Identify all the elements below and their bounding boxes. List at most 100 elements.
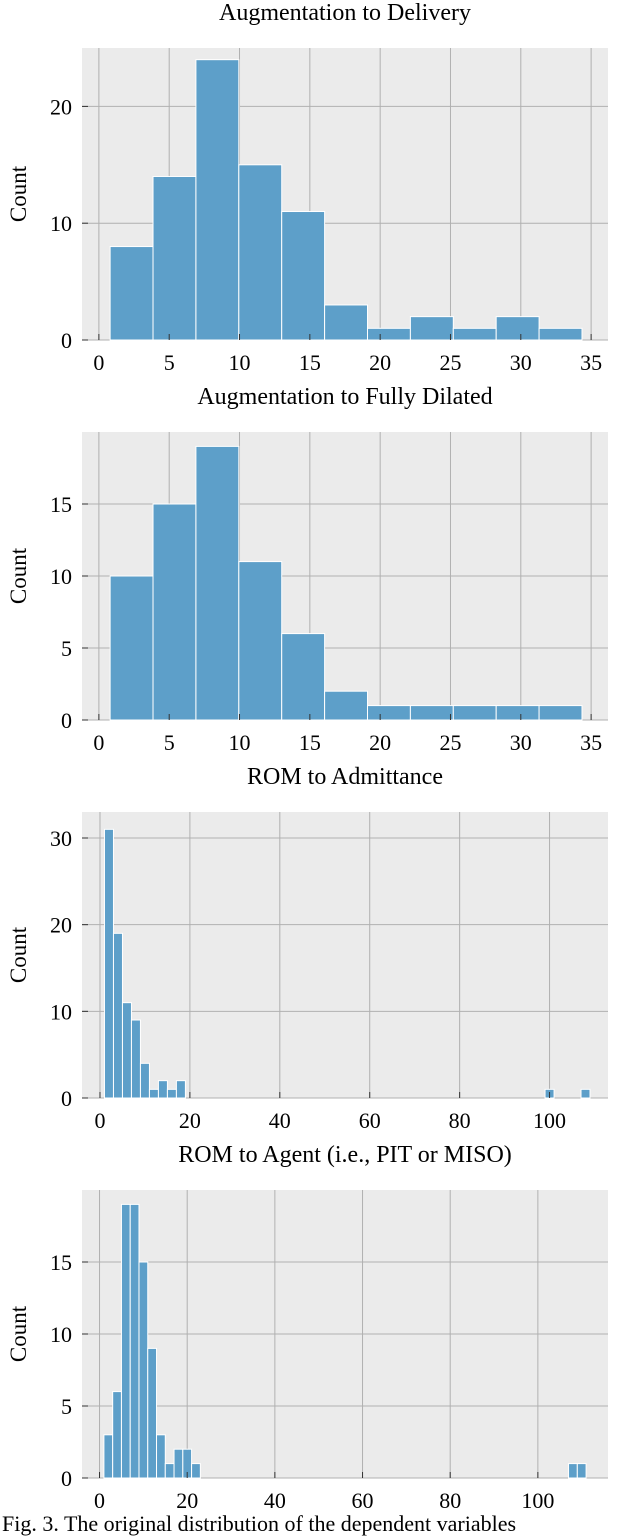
histogram-bar [538, 705, 583, 721]
histogram-bar [166, 1088, 177, 1099]
histogram-bar [112, 932, 123, 1099]
x-tick-label: 20 [179, 1108, 201, 1133]
chart-title: Augmentation to Delivery [219, 0, 471, 26]
y-tick-label: 5 [61, 636, 72, 661]
histogram-bar [495, 316, 540, 341]
y-tick-label: 15 [50, 492, 72, 517]
y-tick-label: 10 [50, 999, 72, 1024]
y-tick-label: 20 [50, 913, 72, 938]
histogram-bar [112, 1391, 122, 1479]
histogram-bar [409, 705, 454, 721]
y-axis-label: Count [6, 1305, 31, 1362]
histogram-bar [103, 1434, 114, 1479]
x-tick-label: 20 [369, 350, 391, 375]
x-tick-label: 30 [510, 350, 532, 375]
x-tick-label: 100 [521, 1488, 554, 1513]
histogram-bar [195, 59, 240, 341]
chart-panel-3: 0 20 40 60 80 100 0 10 20 30 ROM to Admittance Coun… [6, 764, 608, 1133]
x-tick-label: 100 [533, 1108, 566, 1133]
x-tick-label: 0 [94, 1108, 105, 1133]
histogram-bar [495, 705, 540, 721]
histogram-bar [156, 1434, 166, 1479]
histogram-bar [103, 828, 114, 1099]
x-tick-label: 25 [439, 730, 461, 755]
y-tick-label: 0 [61, 1086, 72, 1111]
histogram-bar [538, 327, 583, 341]
x-tick-label: 80 [449, 1108, 471, 1133]
x-tick-label: 60 [359, 1108, 381, 1133]
x-tick-label: 35 [580, 730, 602, 755]
histogram-bar [576, 1463, 587, 1479]
plot-background [82, 812, 608, 1098]
histogram-bar [367, 705, 411, 721]
histogram-bar [281, 633, 326, 721]
histogram-bar [130, 1019, 141, 1099]
y-tick-label: 0 [61, 1466, 72, 1491]
y-tick-label: 0 [61, 328, 72, 353]
histogram-bar [324, 304, 369, 341]
x-tick-label: 10 [229, 350, 251, 375]
histogram-bar [409, 316, 454, 341]
x-tick-label: 30 [510, 730, 532, 755]
x-tick-label: 15 [299, 730, 321, 755]
y-tick-label: 15 [50, 1250, 72, 1275]
histogram-bar [152, 175, 197, 341]
histogram-bar [120, 1203, 131, 1479]
histogram-bar [452, 705, 497, 721]
y-axis-label: Count [6, 165, 31, 222]
x-tick-label: 60 [352, 1488, 374, 1513]
x-tick-label: 0 [94, 1488, 105, 1513]
histogram-bar [121, 1002, 132, 1099]
chart-panel-4: 0 20 40 60 80 100 0 5 10 15 ROM to Agent (i.e., PI… [6, 1142, 608, 1513]
chart-title: ROM to Admittance [247, 764, 443, 790]
histogram-bar [109, 246, 154, 341]
histogram-bar [152, 503, 197, 721]
y-tick-label: 10 [50, 564, 72, 589]
y-axis-label: Count [6, 926, 31, 983]
histogram-bar [238, 164, 283, 341]
chart-title: Augmentation to Fully Dilated [197, 384, 492, 410]
y-tick-label: 30 [50, 826, 72, 851]
histogram-bar [452, 327, 497, 341]
x-tick-label: 40 [269, 1108, 291, 1133]
x-tick-label: 0 [93, 350, 104, 375]
histogram-bar [191, 1463, 201, 1479]
histogram-bar [195, 445, 240, 721]
histogram-bar [138, 1261, 149, 1479]
histogram-bar [580, 1088, 591, 1099]
histogram-bar [173, 1448, 184, 1479]
histogram-bar [109, 575, 154, 721]
y-tick-label: 20 [50, 94, 72, 119]
x-tick-label: 35 [580, 350, 602, 375]
figure-caption: Fig. 3. The original distribution of the… [2, 1511, 517, 1536]
y-tick-label: 10 [50, 1322, 72, 1347]
histogram-bar [175, 1080, 186, 1099]
histogram-bar [129, 1203, 140, 1479]
chart-panel-1: 0 5 10 15 20 25 30 35 0 10 20 Augmentation to Deliv… [6, 0, 608, 375]
histogram-bar [367, 327, 411, 341]
y-axis-label: Count [6, 547, 31, 604]
histogram-bar [139, 1062, 150, 1099]
x-tick-label: 5 [164, 730, 175, 755]
x-tick-label: 20 [369, 730, 391, 755]
histogram-bar [238, 561, 283, 721]
histogram-bar [147, 1347, 158, 1479]
x-tick-label: 15 [299, 350, 321, 375]
y-tick-label: 5 [61, 1394, 72, 1419]
x-tick-label: 5 [164, 350, 175, 375]
x-tick-label: 40 [264, 1488, 286, 1513]
chart-title: ROM to Agent (i.e., PIT or MISO) [178, 1142, 512, 1168]
histogram-bar [157, 1080, 168, 1099]
y-tick-label: 0 [61, 708, 72, 733]
x-tick-label: 25 [439, 350, 461, 375]
histogram-bar [164, 1463, 175, 1479]
x-tick-label: 10 [229, 730, 251, 755]
chart-panel-2: 0 5 10 15 20 25 30 35 0 5 10 15 Augmentation to Full… [6, 384, 608, 755]
histogram-bar [148, 1088, 159, 1099]
x-tick-label: 20 [176, 1488, 198, 1513]
histogram-bar [568, 1463, 578, 1479]
y-tick-label: 10 [50, 211, 72, 236]
x-tick-label: 80 [439, 1488, 461, 1513]
histogram-bar [281, 211, 326, 341]
